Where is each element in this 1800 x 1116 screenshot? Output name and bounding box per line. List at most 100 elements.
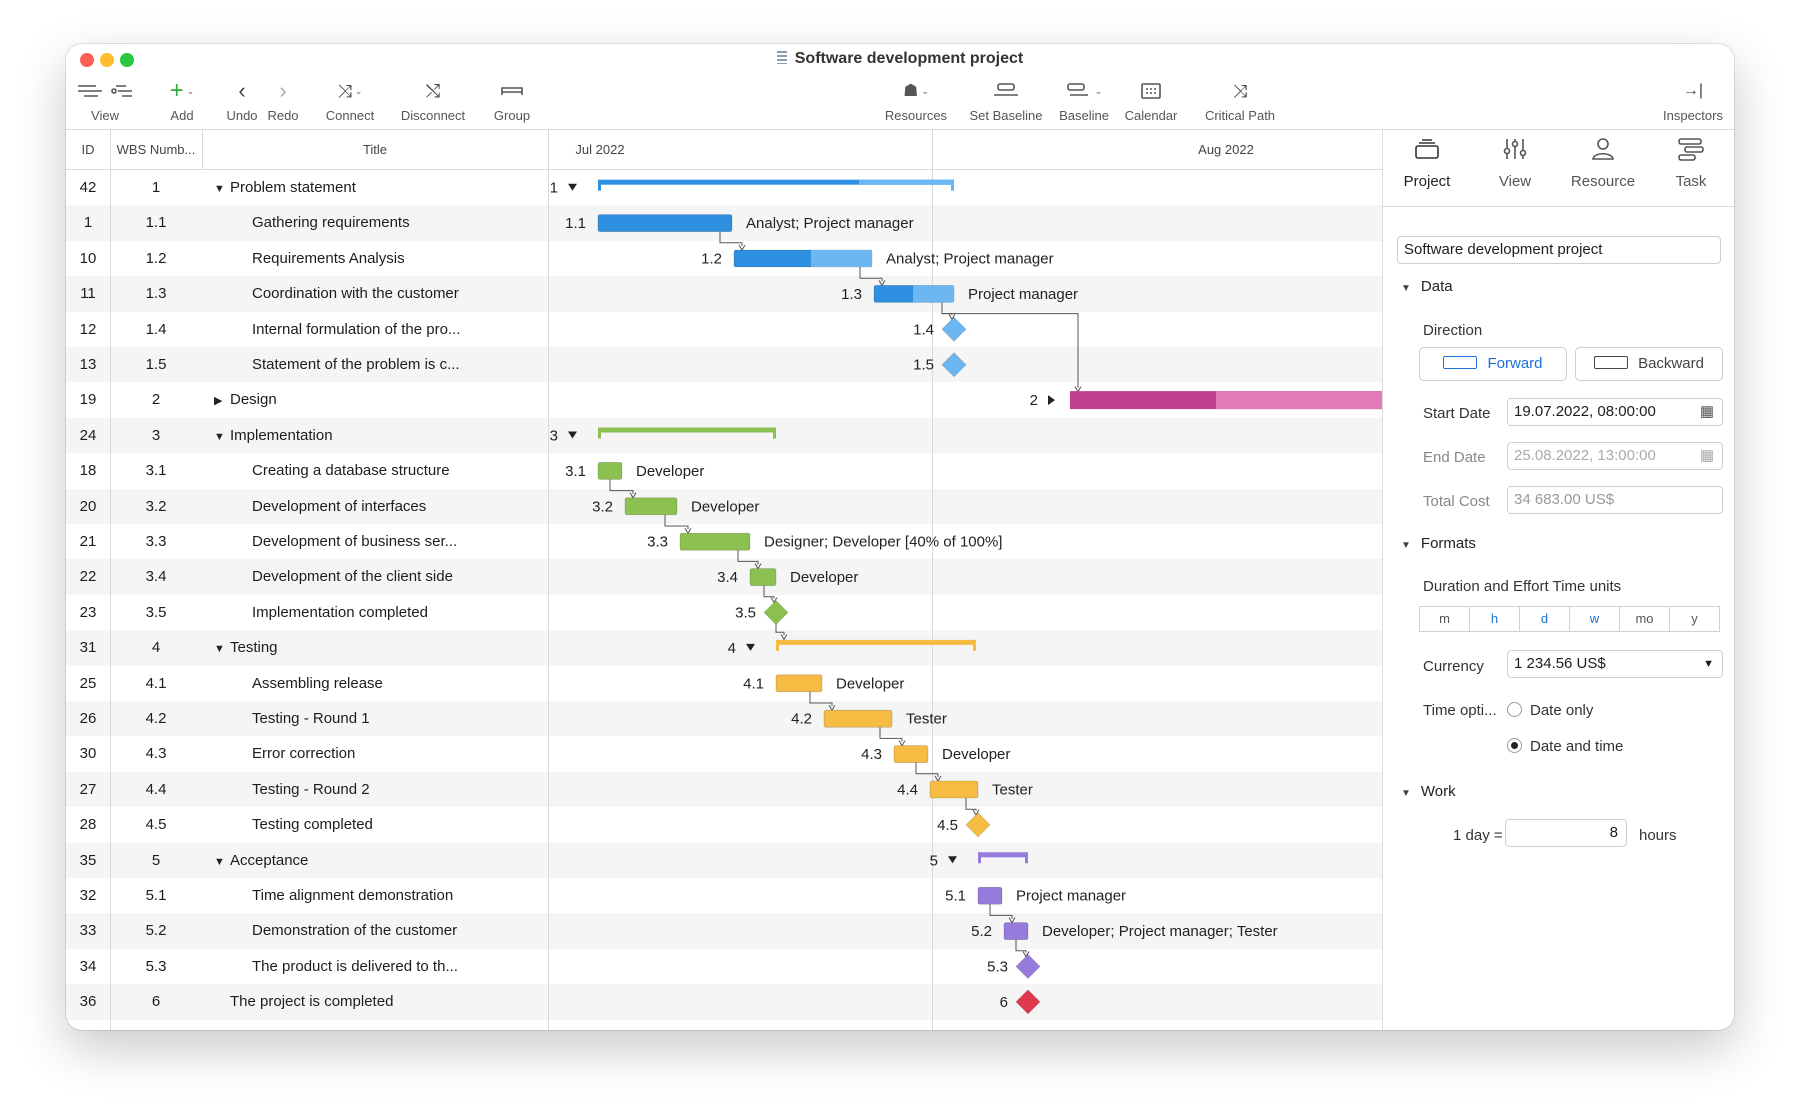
task-bar[interactable] <box>893 745 929 763</box>
unit-d-segment[interactable]: d <box>1519 606 1570 632</box>
bar-wbs-label[interactable]: 4.2 <box>791 711 812 728</box>
data-section-header[interactable]: ▼ Data <box>1401 278 1453 295</box>
task-bar[interactable] <box>624 497 678 516</box>
milestone-diamond[interactable] <box>763 600 789 625</box>
bar-wbs-label[interactable]: 3.5 <box>735 605 756 622</box>
work-section-header[interactable]: ▼ Work <box>1401 783 1456 800</box>
task-bar[interactable] <box>597 214 733 232</box>
baseline-button[interactable]: ⌄ Baseline <box>1056 78 1112 123</box>
bar-resource-label[interactable]: Developer <box>636 463 704 480</box>
task-bar[interactable] <box>823 709 893 728</box>
bar-wbs-label[interactable]: 3 <box>550 428 558 445</box>
calendar-icon[interactable]: ▦ <box>1699 403 1714 420</box>
project-name-field[interactable]: Software development project <box>1397 236 1721 264</box>
tab-task[interactable]: Task <box>1647 136 1734 190</box>
summary-bar[interactable] <box>598 179 954 185</box>
start-date-field[interactable]: 19.07.2022, 08:00:00 ▦ <box>1507 398 1723 426</box>
table-row[interactable]: 26 4.2 Testing - Round 1 <box>66 701 1382 737</box>
task-bar[interactable] <box>977 886 1003 905</box>
unit-h-segment[interactable]: h <box>1469 606 1520 632</box>
summary-bar[interactable] <box>776 639 976 645</box>
tab-view[interactable]: View <box>1471 136 1559 190</box>
backward-button[interactable]: Backward <box>1575 347 1723 381</box>
table-row[interactable]: 42 1 ▼ Problem statement <box>66 170 1382 205</box>
bar-resource-label[interactable]: Tester <box>992 782 1033 799</box>
task-title-cell[interactable]: ▼ Acceptance <box>206 843 544 878</box>
bar-wbs-label[interactable]: 1.5 <box>913 357 934 374</box>
task-bar[interactable] <box>775 674 823 693</box>
bar-resource-label[interactable]: Project manager <box>968 286 1078 303</box>
add-button[interactable]: + ⌄ Add <box>169 77 195 123</box>
task-bar[interactable] <box>597 462 623 480</box>
task-bar-remaining[interactable] <box>811 250 872 267</box>
bar-wbs-label[interactable]: 4.1 <box>743 675 764 692</box>
milestone-diamond[interactable] <box>1015 954 1041 979</box>
bar-resource-label[interactable]: Developer; Project manager; Tester <box>1042 923 1278 940</box>
bar-resource-label[interactable]: Developer <box>691 498 759 515</box>
milestone-diamond[interactable] <box>1015 989 1041 1015</box>
date-and-time-radio[interactable]: Date and time <box>1507 738 1623 755</box>
task-title-cell[interactable]: ▶ Design <box>206 382 544 417</box>
task-title-cell[interactable]: ▼ Problem statement <box>206 170 544 205</box>
close-window-button[interactable] <box>80 53 94 67</box>
zoom-window-button[interactable] <box>120 53 134 67</box>
minimize-window-button[interactable] <box>100 53 114 67</box>
bar-wbs-label[interactable]: 3.1 <box>565 463 586 480</box>
expand-triangle-icon[interactable]: ▶ <box>214 395 223 408</box>
bar-wbs-label[interactable]: 1.1 <box>565 215 586 232</box>
milestone-diamond[interactable] <box>941 352 967 378</box>
bar-wbs-label[interactable]: 5 <box>930 852 938 869</box>
bar-wbs-label[interactable]: 1.4 <box>913 321 934 338</box>
table-chart-divider[interactable] <box>548 130 549 1030</box>
task-bar[interactable] <box>749 568 777 586</box>
summary-bar[interactable] <box>978 852 1028 858</box>
bar-wbs-label[interactable]: 4.3 <box>861 746 882 763</box>
table-row[interactable]: 31 4 ▼ Testing <box>66 630 1382 666</box>
table-row[interactable]: 22 3.4 Development of the client side <box>66 559 1382 595</box>
bar-wbs-label[interactable]: 1.3 <box>841 286 862 303</box>
connect-button[interactable]: ⤨ ⌄ Connect <box>325 80 375 124</box>
bar-wbs-label[interactable]: 1 <box>550 180 558 197</box>
table-row[interactable]: 20 3.2 Development of interfaces <box>66 488 1382 524</box>
unit-w-segment[interactable]: w <box>1569 606 1620 632</box>
hours-per-day-field[interactable]: 8 <box>1505 819 1627 847</box>
table-row[interactable]: 13 1.5 Statement of the problem is c... <box>66 347 1382 383</box>
column-wbs-header[interactable]: WBS Numb... <box>116 142 196 157</box>
set-baseline-button[interactable]: Set Baseline <box>966 78 1046 123</box>
bar-resource-label[interactable]: Developer <box>790 569 858 586</box>
bar-resource-label[interactable]: Designer; Developer [40% of 100%] <box>764 534 1002 551</box>
redo-button[interactable]: › Redo <box>267 78 299 123</box>
task-title-cell[interactable]: ▼ Testing <box>206 630 544 665</box>
bar-wbs-label[interactable]: 5.1 <box>945 888 966 905</box>
collapse-triangle-icon[interactable]: ▼ <box>214 430 225 443</box>
task-title-cell[interactable]: ▼ Implementation <box>206 418 544 453</box>
bar-wbs-label[interactable]: 3.4 <box>717 569 738 586</box>
task-bar[interactable] <box>1003 922 1029 940</box>
table-row[interactable]: 19 2 ▶ Design <box>66 382 1382 417</box>
collapse-triangle-icon[interactable]: ▼ <box>214 643 225 656</box>
bar-wbs-label[interactable]: 4.5 <box>937 817 958 834</box>
disconnect-button[interactable]: ⤭ Disconnect <box>400 80 466 124</box>
undo-button[interactable]: ‹ Undo <box>226 78 258 123</box>
group-button[interactable]: Group <box>484 78 540 123</box>
collapse-triangle-icon[interactable]: ▼ <box>214 183 225 195</box>
collapsed-summary-bar-remaining[interactable] <box>1216 391 1382 410</box>
unit-mo-segment[interactable]: mo <box>1619 606 1670 632</box>
table-row[interactable]: 11 1.3 Coordination with the customer <box>66 276 1382 312</box>
bar-wbs-label[interactable]: 5.3 <box>987 959 1008 976</box>
milestone-diamond[interactable] <box>941 316 967 342</box>
table-row[interactable]: 36 6 The project is completed <box>66 984 1382 1020</box>
table-row[interactable]: 35 5 ▼ Acceptance <box>66 842 1382 878</box>
table-row[interactable]: 24 3 ▼ Implementation <box>66 417 1382 454</box>
bar-wbs-label[interactable]: 3.3 <box>647 534 668 551</box>
unit-m-segment[interactable]: m <box>1419 606 1470 632</box>
column-id-header[interactable]: ID <box>81 142 95 157</box>
table-row[interactable]: 27 4.4 Testing - Round 2 <box>66 771 1382 808</box>
bar-wbs-label[interactable]: 5.2 <box>971 923 992 940</box>
resources-button[interactable]: ☗ ⌄ Resources <box>884 81 948 123</box>
task-bar-remaining[interactable] <box>913 285 954 303</box>
bar-wbs-label[interactable]: 4 <box>728 640 736 657</box>
task-bar[interactable] <box>929 780 979 799</box>
summary-bar[interactable] <box>598 427 776 433</box>
tab-resource[interactable]: Resource <box>1559 136 1647 190</box>
